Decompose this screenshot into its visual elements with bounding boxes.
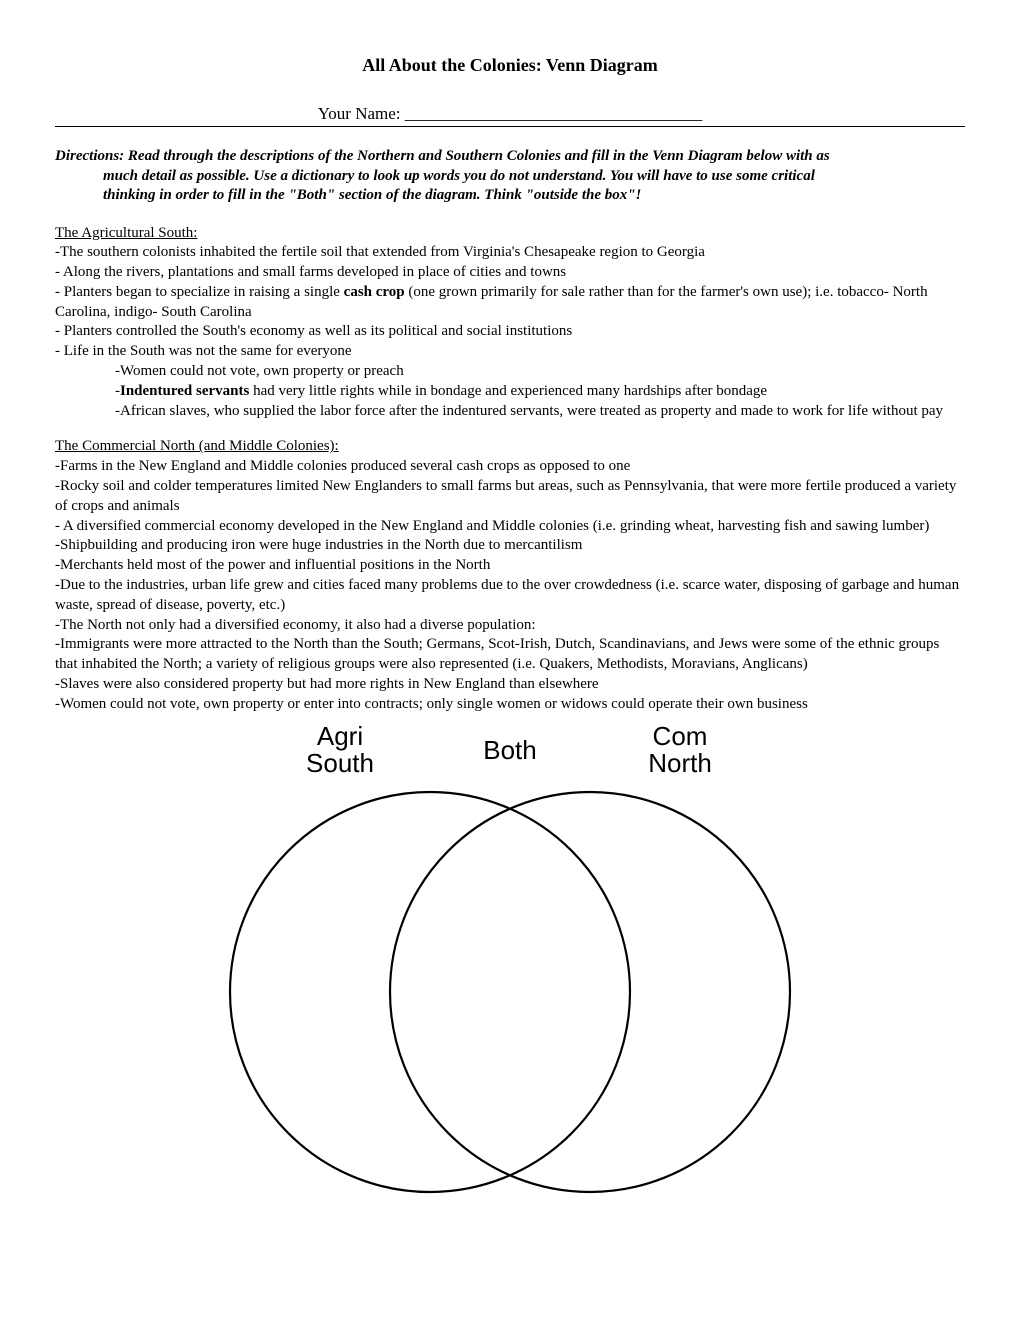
venn-circle-right	[390, 792, 790, 1192]
north-line: -Women could not vote, own property or e…	[55, 695, 965, 715]
south-line: - Planters controlled the South's econom…	[55, 322, 965, 342]
page-title: All About the Colonies: Venn Diagram	[55, 55, 965, 76]
north-section: The Commercial North (and Middle Colonie…	[55, 437, 965, 714]
worksheet-page: All About the Colonies: Venn Diagram You…	[0, 0, 1020, 1247]
venn-label-right: Com North	[590, 723, 770, 778]
south-line: - Life in the South was not the same for…	[55, 342, 965, 362]
venn-labels-row: Agri South Both Com North	[55, 723, 965, 778]
north-line: -The North not only had a diversified ec…	[55, 616, 965, 636]
venn-svg	[220, 767, 800, 1207]
north-line: -Due to the industries, urban life grew …	[55, 576, 965, 616]
directions-block: Directions: Read through the description…	[55, 147, 965, 206]
directions-line-3: thinking in order to fill in the "Both" …	[55, 186, 965, 206]
directions-line-2: much detail as possible. Use a dictionar…	[55, 167, 965, 187]
name-label: Your Name: _____________________________…	[318, 104, 703, 123]
north-heading: The Commercial North (and Middle Colonie…	[55, 437, 965, 457]
bold-term-indentured-servants: Indentured servants	[120, 383, 249, 399]
venn-label-left-1: Agri	[317, 721, 363, 751]
venn-circle-left	[230, 792, 630, 1192]
north-line: -Shipbuilding and producing iron were hu…	[55, 536, 965, 556]
text-span: - Planters began to specialize in raisin…	[55, 284, 344, 300]
south-subline: -Women could not vote, own property or p…	[55, 362, 965, 382]
venn-label-left-2: South	[306, 748, 374, 778]
name-line[interactable]: Your Name: _____________________________…	[55, 104, 965, 127]
north-line: - A diversified commercial economy devel…	[55, 517, 965, 537]
south-subline: -Indentured servants had very little rig…	[55, 382, 965, 402]
south-line: -The southern colonists inhabited the fe…	[55, 243, 965, 263]
venn-label-left: Agri South	[250, 723, 430, 778]
north-line: -Slaves were also considered property bu…	[55, 675, 965, 695]
north-line: -Farms in the New England and Middle col…	[55, 457, 965, 477]
south-subline: -African slaves, who supplied the labor …	[55, 402, 965, 422]
north-line: -Immigrants were more attracted to the N…	[55, 635, 965, 675]
south-line: - Planters began to specialize in raisin…	[55, 283, 965, 323]
venn-label-both: Both	[483, 735, 537, 765]
venn-label-right-1: Com	[653, 721, 708, 751]
venn-label-middle: Both	[450, 723, 570, 778]
text-span: had very little rights while in bondage …	[249, 383, 767, 399]
south-heading: The Agricultural South:	[55, 224, 965, 244]
north-line: -Rocky soil and colder temperatures limi…	[55, 477, 965, 517]
north-line: -Merchants held most of the power and in…	[55, 556, 965, 576]
directions-line-1: Directions: Read through the description…	[55, 148, 830, 164]
venn-label-right-2: North	[648, 748, 712, 778]
venn-diagram-container: Agri South Both Com North	[55, 723, 965, 1208]
south-line: - Along the rivers, plantations and smal…	[55, 263, 965, 283]
south-section: The Agricultural South: -The southern co…	[55, 224, 965, 422]
bold-term-cash-crop: cash crop	[344, 284, 405, 300]
